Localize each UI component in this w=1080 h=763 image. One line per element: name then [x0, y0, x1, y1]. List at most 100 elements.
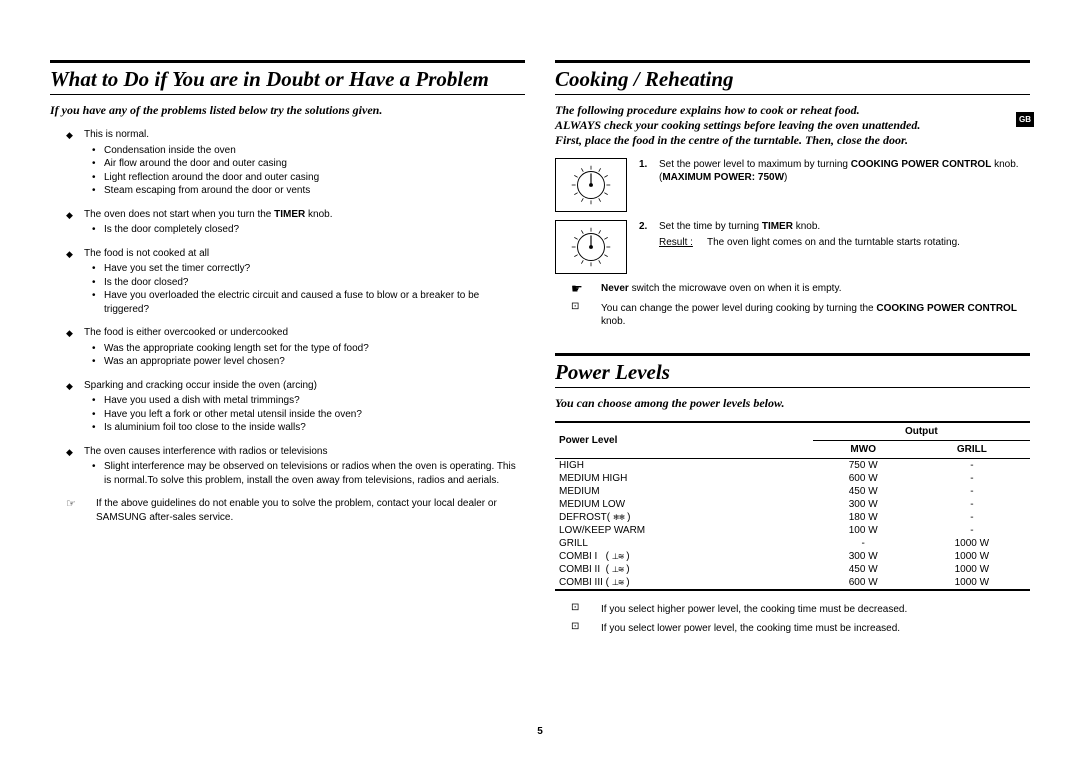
- problem-lead: The food is not cooked at all: [84, 247, 525, 261]
- cell-mwo: 450 W: [813, 563, 914, 576]
- problem-item: ◆The oven does not start when you turn t…: [50, 208, 525, 237]
- problem-subbullet: Is the door completely closed?: [84, 223, 525, 237]
- problem-subbullet: Condensation inside the oven: [84, 144, 525, 158]
- th-output: Output: [813, 422, 1030, 441]
- problem-subbullet: Have you overloaded the electric circuit…: [84, 289, 525, 316]
- step-number: 1.: [639, 158, 659, 171]
- cell-level: DEFROST( ❄❄ ): [555, 511, 813, 524]
- never-row: ☛ Never switch the microwave oven on whe…: [555, 282, 1030, 296]
- intro-problems: If you have any of the problems listed b…: [50, 103, 525, 118]
- diamond-bullet-icon: ◆: [66, 445, 84, 488]
- table-row: MEDIUM450 W-: [555, 485, 1030, 498]
- problem-subbullet: Light reflection around the door and out…: [84, 171, 525, 185]
- problem-subbullets: Was the appropriate cooking length set f…: [84, 342, 525, 369]
- problem-item-body: Sparking and cracking occur inside the o…: [84, 379, 525, 435]
- pointer-icon: ☛: [571, 282, 601, 296]
- rule-power: [555, 353, 1030, 356]
- step-body: Set the power level to maximum by turnin…: [659, 158, 1030, 184]
- diamond-bullet-icon: ◆: [66, 326, 84, 369]
- cell-mwo: -: [813, 537, 914, 550]
- change-text: You can change the power level during co…: [601, 302, 1030, 329]
- cell-mwo: 450 W: [813, 485, 914, 498]
- problem-item-body: The food is not cooked at allHave you se…: [84, 247, 525, 317]
- change-row: ⊡ You can change the power level during …: [555, 302, 1030, 329]
- cell-grill: -: [914, 458, 1030, 472]
- cell-grill: 1000 W: [914, 537, 1030, 550]
- problem-subbullets: Have you set the timer correctly?Is the …: [84, 262, 525, 316]
- problem-lead: The oven does not start when you turn th…: [84, 208, 525, 222]
- cell-level: MEDIUM LOW: [555, 498, 813, 511]
- problem-subbullet: Was the appropriate cooking length set f…: [84, 342, 525, 356]
- tip2-text: If you select lower power level, the coo…: [601, 622, 900, 636]
- th-level: Power Level: [555, 422, 813, 459]
- problem-item-body: The oven causes interference with radios…: [84, 445, 525, 488]
- cell-mwo: 300 W: [813, 550, 914, 563]
- th-mwo: MWO: [813, 440, 914, 458]
- problem-subbullet: Is aluminium foil too close to the insid…: [84, 421, 525, 435]
- gb-tab: GB: [1016, 112, 1034, 127]
- cell-level: GRILL: [555, 537, 813, 550]
- result-row: Result :The oven light comes on and the …: [659, 236, 1030, 249]
- problem-subbullet: Slight interference may be observed on t…: [84, 460, 525, 487]
- diamond-bullet-icon: ◆: [66, 379, 84, 435]
- result-label: Result :: [659, 236, 707, 249]
- cell-mwo: 600 W: [813, 472, 914, 485]
- problem-item-body: This is normal.Condensation inside the o…: [84, 128, 525, 198]
- table-row: HIGH750 W-: [555, 458, 1030, 472]
- info-icon: ⊡: [571, 603, 601, 617]
- diamond-bullet-icon: ◆: [66, 208, 84, 237]
- cell-level: HIGH: [555, 458, 813, 472]
- problem-subbullets: Condensation inside the ovenAir flow aro…: [84, 144, 525, 198]
- problem-subbullet: Have you set the timer correctly?: [84, 262, 525, 276]
- cell-mwo: 100 W: [813, 524, 914, 537]
- problem-lead: The oven causes interference with radios…: [84, 445, 525, 459]
- never-text: Never switch the microwave oven on when …: [601, 282, 842, 296]
- info-icon: ⊡: [571, 302, 601, 329]
- cell-grill: -: [914, 511, 1030, 524]
- section-title-cooking: Cooking / Reheating: [555, 67, 1030, 95]
- problem-subbullets: Have you used a dish with metal trimming…: [84, 394, 525, 435]
- table-row: COMBI II ( ⊥≋ )450 W1000 W: [555, 563, 1030, 576]
- page-number: 5: [0, 726, 1080, 737]
- problem-subbullet: Have you left a fork or other metal uten…: [84, 408, 525, 422]
- cell-grill: -: [914, 472, 1030, 485]
- problem-subbullets: Is the door completely closed?: [84, 223, 525, 237]
- power-levels-table: Power Level Output MWO GRILL HIGH750 W-M…: [555, 421, 1030, 591]
- cell-grill: 1000 W: [914, 550, 1030, 563]
- problem-item: ◆Sparking and cracking occur inside the …: [50, 379, 525, 435]
- info-icon: ⊡: [571, 622, 601, 636]
- cell-level: COMBI II ( ⊥≋ ): [555, 563, 813, 576]
- right-column: Cooking / Reheating The following proced…: [555, 60, 1030, 642]
- problem-subbullets: Slight interference may be observed on t…: [84, 460, 525, 487]
- problem-subbullet: Air flow around the door and outer casin…: [84, 157, 525, 171]
- problem-subbullet: Have you used a dish with metal trimming…: [84, 394, 525, 408]
- dial-diagram: [555, 220, 627, 274]
- problem-subbullet: Was an appropriate power level chosen?: [84, 355, 525, 369]
- cell-level: COMBI I ( ⊥≋ ): [555, 550, 813, 563]
- table-row: GRILL-1000 W: [555, 537, 1030, 550]
- rule-top-left: [50, 60, 525, 63]
- section-title-problems: What to Do if You are in Doubt or Have a…: [50, 67, 525, 95]
- footnote-row: ☞ If the above guidelines do not enable …: [50, 497, 525, 524]
- footnote-text: If the above guidelines do not enable yo…: [96, 497, 525, 524]
- result-text: The oven light comes on and the turntabl…: [707, 236, 960, 249]
- cell-level: MEDIUM HIGH: [555, 472, 813, 485]
- cell-grill: 1000 W: [914, 563, 1030, 576]
- table-row: MEDIUM LOW300 W-: [555, 498, 1030, 511]
- rule-top-right: [555, 60, 1030, 63]
- table-row: COMBI III ( ⊥≋ )600 W1000 W: [555, 576, 1030, 590]
- diamond-bullet-icon: ◆: [66, 128, 84, 198]
- tip1-row: ⊡ If you select higher power level, the …: [555, 603, 1030, 617]
- steps-container: 1.Set the power level to maximum by turn…: [555, 158, 1030, 274]
- th-grill: GRILL: [914, 440, 1030, 458]
- step-number: 2.: [639, 220, 659, 233]
- problem-item-body: The food is either overcooked or underco…: [84, 326, 525, 369]
- section-title-power: Power Levels: [555, 360, 1030, 388]
- problem-lead: The food is either overcooked or underco…: [84, 326, 525, 340]
- tip2-row: ⊡ If you select lower power level, the c…: [555, 622, 1030, 636]
- cell-level: LOW/KEEP WARM: [555, 524, 813, 537]
- intro-cooking: The following procedure explains how to …: [555, 103, 1030, 148]
- diamond-bullet-icon: ◆: [66, 247, 84, 317]
- step-body: Set the time by turning TIMER knob.Resul…: [659, 220, 1030, 249]
- cell-grill: -: [914, 485, 1030, 498]
